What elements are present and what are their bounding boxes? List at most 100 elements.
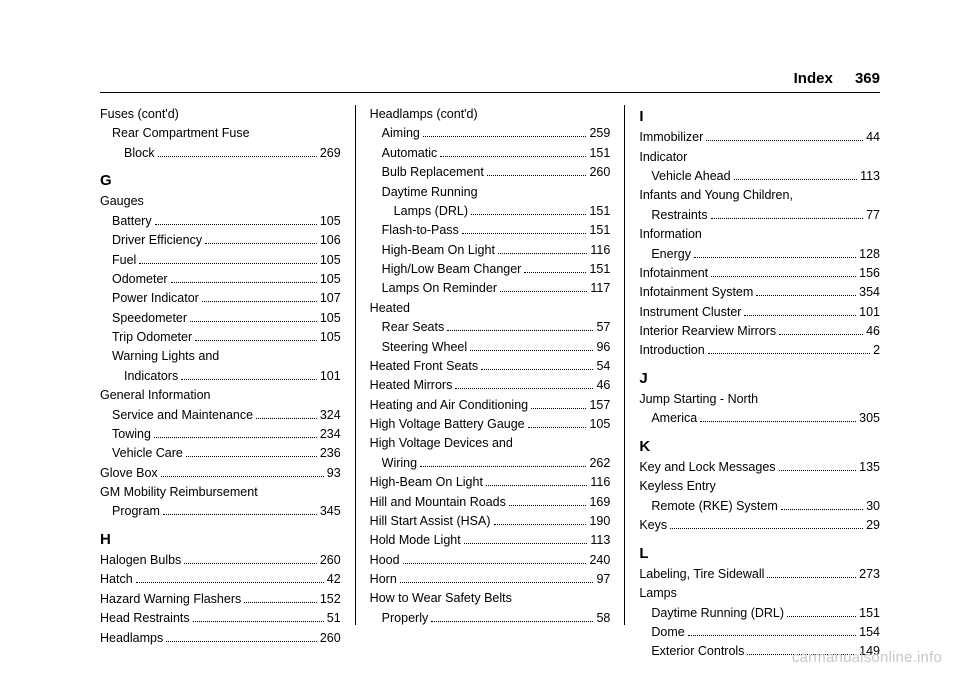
leader-dots: [708, 344, 870, 354]
index-entry-page: 260: [589, 163, 610, 182]
index-heading: Keyless Entry: [639, 477, 880, 496]
index-entry-page: 113: [590, 531, 610, 550]
leader-dots: [498, 244, 587, 254]
index-entry-label: Hill and Mountain Roads: [370, 493, 506, 512]
index-entry: High/Low Beam Changer151: [370, 260, 611, 279]
leader-dots: [190, 312, 317, 322]
index-entry-page: 42: [327, 570, 341, 589]
index-entry-label: Headlamps: [100, 629, 163, 648]
leader-dots: [500, 282, 587, 292]
index-entry-page: 51: [327, 609, 341, 628]
index-column-1: Fuses (cont'd)Rear Compartment FuseBlock…: [100, 105, 355, 625]
index-column-2: Headlamps (cont'd)Aiming259Automatic151B…: [355, 105, 625, 625]
leader-dots: [779, 325, 863, 335]
leader-dots: [423, 127, 587, 137]
index-entry-label: Battery: [112, 212, 152, 231]
index-entry-page: 236: [320, 444, 341, 463]
index-entry-label: Head Restraints: [100, 609, 190, 628]
index-entry-page: 2: [873, 341, 880, 360]
leader-dots: [171, 273, 317, 283]
leader-dots: [711, 209, 863, 219]
leader-dots: [256, 409, 317, 419]
index-entry-page: 105: [320, 251, 341, 270]
index-entry: Driver Efficiency106: [100, 231, 341, 250]
index-entry-label: Block: [124, 144, 155, 163]
index-entry: Service and Maintenance324: [100, 406, 341, 425]
index-entry-label: Immobilizer: [639, 128, 703, 147]
header-title: Index: [794, 70, 833, 87]
leader-dots: [447, 321, 593, 331]
index-entry-label: Lamps On Reminder: [382, 279, 497, 298]
index-entry-label: Heated Mirrors: [370, 376, 453, 395]
index-entry-page: 151: [589, 202, 610, 221]
index-entry-page: 157: [589, 396, 610, 415]
index-entry-page: 169: [589, 493, 610, 512]
index-entry: Properly58: [370, 609, 611, 628]
index-entry: Instrument Cluster101: [639, 303, 880, 322]
index-entry-label: Hood: [370, 551, 400, 570]
leader-dots: [184, 554, 317, 564]
leader-dots: [688, 626, 856, 636]
index-entry: Vehicle Ahead113: [639, 167, 880, 186]
leader-dots: [462, 224, 587, 234]
index-entry-label: Energy: [651, 245, 691, 264]
index-entry-label: Restraints: [651, 206, 707, 225]
index-entry-label: Glove Box: [100, 464, 158, 483]
index-entry: Hold Mode Light113: [370, 531, 611, 550]
watermark: carmanualsonline.info: [792, 649, 942, 666]
index-entry-label: Hill Start Assist (HSA): [370, 512, 491, 531]
index-entry: Head Restraints 51: [100, 609, 341, 628]
index-columns: Fuses (cont'd)Rear Compartment FuseBlock…: [100, 105, 880, 625]
index-entry-page: 260: [320, 629, 341, 648]
leader-dots: [455, 379, 593, 389]
leader-dots: [494, 515, 587, 525]
index-entry: Heating and Air Conditioning157: [370, 396, 611, 415]
index-entry: Infotainment156: [639, 264, 880, 283]
index-heading: Infants and Young Children,: [639, 186, 880, 205]
leader-dots: [166, 632, 317, 642]
index-entry: Odometer105: [100, 270, 341, 289]
index-entry: Infotainment System354: [639, 283, 880, 302]
index-entry-label: Halogen Bulbs: [100, 551, 181, 570]
leader-dots: [487, 166, 587, 176]
index-entry-label: High-Beam On Light: [382, 241, 495, 260]
index-entry: Restraints77: [639, 206, 880, 225]
index-entry: Hood240: [370, 551, 611, 570]
index-entry-label: Labeling, Tire Sidewall: [639, 565, 764, 584]
index-entry-label: Interior Rearview Mirrors: [639, 322, 776, 341]
index-entry-label: Rear Seats: [382, 318, 445, 337]
index-entry-label: Odometer: [112, 270, 168, 289]
leader-dots: [161, 467, 324, 477]
leader-dots: [181, 370, 317, 380]
leader-dots: [744, 306, 856, 316]
index-entry-page: 105: [320, 309, 341, 328]
index-entry-page: 46: [596, 376, 610, 395]
index-entry: Hill and Mountain Roads 169: [370, 493, 611, 512]
index-entry: Glove Box93: [100, 464, 341, 483]
leader-dots: [524, 263, 586, 273]
leader-dots: [779, 461, 857, 471]
index-entry-label: Vehicle Care: [112, 444, 183, 463]
index-entry-label: Horn: [370, 570, 397, 589]
index-entry-label: Properly: [382, 609, 429, 628]
index-entry-label: Vehicle Ahead: [651, 167, 730, 186]
index-entry-page: 260: [320, 551, 341, 570]
index-entry: Lamps On Reminder 117: [370, 279, 611, 298]
index-entry-label: Flash-to-Pass: [382, 221, 459, 240]
index-entry-label: Infotainment System: [639, 283, 753, 302]
index-entry-page: 54: [596, 357, 610, 376]
index-entry: Power Indicator107: [100, 289, 341, 308]
index-entry: Key and Lock Messages135: [639, 458, 880, 477]
index-entry-page: 128: [859, 245, 880, 264]
index-entry-page: 117: [590, 279, 610, 298]
leader-dots: [700, 412, 856, 422]
index-entry-page: 135: [859, 458, 880, 477]
index-entry-label: Hazard Warning Flashers: [100, 590, 241, 609]
index-entry: Flash-to-Pass151: [370, 221, 611, 240]
index-entry-page: 151: [589, 260, 610, 279]
index-entry-label: Hatch: [100, 570, 133, 589]
index-entry-label: High Voltage Battery Gauge: [370, 415, 525, 434]
index-heading: Fuses (cont'd): [100, 105, 341, 124]
index-entry-page: 29: [866, 516, 880, 535]
index-entry-label: Service and Maintenance: [112, 406, 253, 425]
